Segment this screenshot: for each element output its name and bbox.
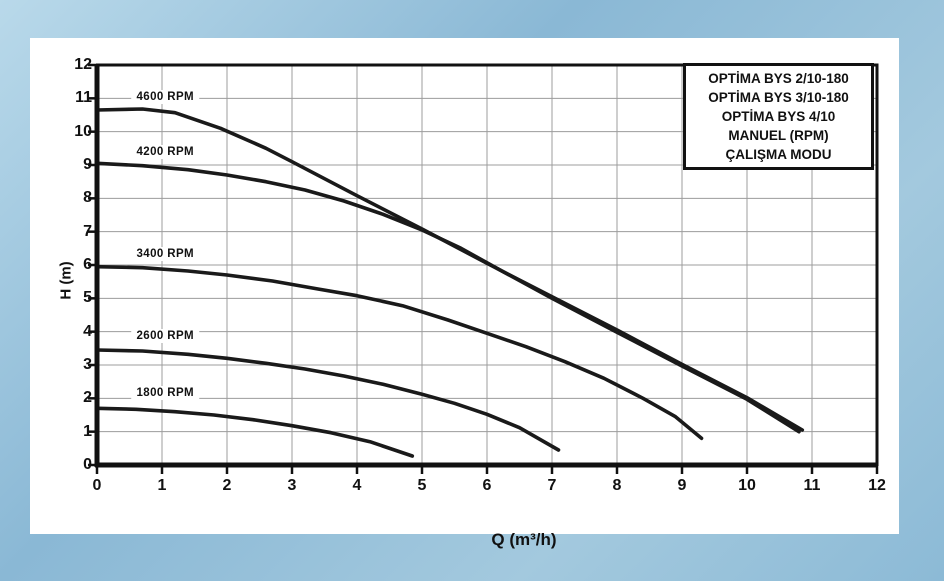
pump-curves-plot xyxy=(88,63,879,474)
legend-line-model-3: OPTİMA BYS 4/10 xyxy=(721,109,836,124)
y-tick-label: 12 xyxy=(74,56,92,73)
y-tick-label: 11 xyxy=(75,89,92,107)
y-tick-label: 5 xyxy=(83,289,92,307)
curve-1800-rpm xyxy=(95,406,415,458)
x-tick-label: 9 xyxy=(677,477,687,494)
curve-label-2600-rpm: 2600 RPM xyxy=(131,329,200,343)
x-tick-label: 0 xyxy=(92,477,102,494)
y-tick-label: 3 xyxy=(83,356,92,373)
x-tick-label: 5 xyxy=(417,477,427,494)
curve-label-1800-rpm: 1800 RPM xyxy=(131,386,200,400)
legend-line-model-2: OPTİMA BYS 3/10-180 xyxy=(708,90,849,105)
x-tick-label: 4 xyxy=(352,477,362,494)
x-tick-label: 8 xyxy=(612,477,622,494)
curve-label-4200-rpm: 4200 RPM xyxy=(131,145,200,159)
x-tick-label: 1 xyxy=(157,477,167,494)
y-axis-title: H (m) xyxy=(57,261,75,300)
x-tick-label: 11 xyxy=(803,477,821,494)
x-tick-label: 6 xyxy=(482,477,492,494)
legend-box: OPTİMA BYS 2/10-180 OPTİMA BYS 3/10-180 … xyxy=(683,63,874,170)
curve-4200-rpm xyxy=(95,161,801,434)
x-tick-label: 10 xyxy=(738,477,756,494)
y-tick-label: 2 xyxy=(83,389,92,407)
x-tick-label: 7 xyxy=(547,477,557,494)
y-tick-label: 6 xyxy=(83,256,92,273)
legend-line-mode-2: ÇALIŞMA MODU xyxy=(725,147,832,162)
y-tick-label: 10 xyxy=(74,122,92,140)
y-tick-label: 9 xyxy=(83,156,92,173)
y-tick-label: 1 xyxy=(83,422,92,440)
x-tick-label: 3 xyxy=(287,477,297,494)
curve-label-3400-rpm: 3400 RPM xyxy=(131,247,200,261)
x-tick-label: 2 xyxy=(222,477,232,494)
chart-panel: 4600 RPM 4200 RPM 3400 RPM 2600 RPM 1800… xyxy=(30,38,899,549)
y-tick-label: 8 xyxy=(83,189,92,207)
x-tick-label: 12 xyxy=(868,477,886,494)
legend-line-model-1: OPTİMA BYS 2/10-180 xyxy=(708,71,849,86)
curve-3400-rpm xyxy=(95,264,704,441)
y-tick-label: 4 xyxy=(83,322,92,340)
y-tick-label: 0 xyxy=(83,456,92,473)
curve-label-4600-rpm: 4600 RPM xyxy=(131,90,200,104)
curve-2600-rpm xyxy=(95,348,561,452)
legend-line-mode-1: MANUEL (RPM) xyxy=(728,128,829,143)
x-axis-title: Q (m³/h) xyxy=(491,530,557,549)
y-tick-label: 7 xyxy=(83,222,92,240)
